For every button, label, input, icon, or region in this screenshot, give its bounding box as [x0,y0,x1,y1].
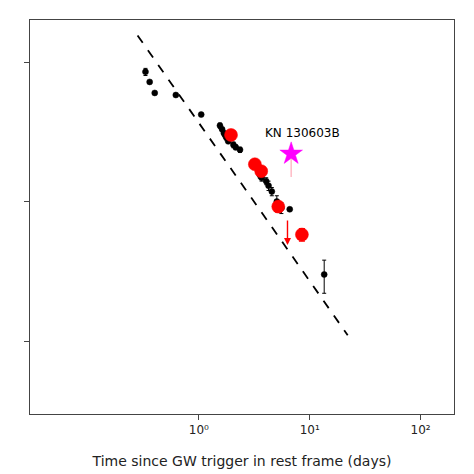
svg-text:Time since GW trigger in rest: Time since GW trigger in rest frame (day… [92,453,392,469]
svg-text:10²: 10² [411,423,431,437]
svg-text:10¹: 10¹ [300,423,320,437]
svg-text:KN 130603B: KN 130603B [265,126,340,140]
svg-text:10⁰: 10⁰ [189,423,209,437]
